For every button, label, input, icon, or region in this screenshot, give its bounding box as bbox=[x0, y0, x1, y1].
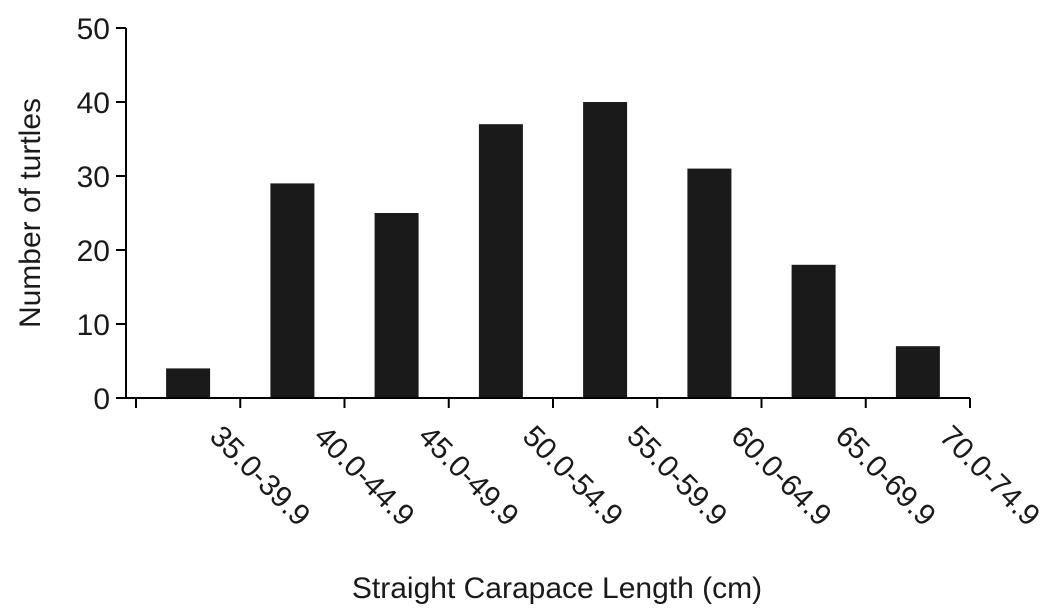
x-axis-title: Straight Carapace Length (cm) bbox=[352, 572, 762, 605]
x-tick-label: 70.0-74.9 bbox=[933, 420, 1046, 533]
bar-50.0-54.9 bbox=[478, 124, 523, 398]
bar-55.0-59.9 bbox=[583, 102, 628, 398]
y-tick-label: 30 bbox=[77, 161, 110, 194]
bar-45.0-49.9 bbox=[374, 213, 419, 398]
y-tick-label: 0 bbox=[93, 383, 110, 416]
y-axis: 0 10 20 30 40 50 bbox=[77, 13, 127, 416]
y-tick-label: 20 bbox=[77, 235, 110, 268]
y-tick-label: 50 bbox=[77, 13, 110, 46]
bar-70.0-74.9 bbox=[895, 346, 940, 398]
x-tick-label: 45.0-49.9 bbox=[412, 420, 525, 533]
bar-40.0-44.9 bbox=[270, 183, 315, 398]
x-tick-label: 60.0-64.9 bbox=[725, 420, 838, 533]
x-tick-label: 65.0-69.9 bbox=[829, 420, 942, 533]
bars-group bbox=[166, 102, 940, 398]
x-tick-label: 35.0-39.9 bbox=[203, 420, 316, 533]
y-tick-label: 40 bbox=[77, 87, 110, 120]
bar-65.0-69.9 bbox=[791, 264, 836, 398]
bar-60.0-64.9 bbox=[687, 168, 732, 398]
x-axis: 35.0-39.940.0-44.945.0-49.950.0-54.955.0… bbox=[126, 397, 1046, 533]
x-tick-label: 40.0-44.9 bbox=[308, 420, 421, 533]
bar-35.0-39.9 bbox=[166, 368, 211, 398]
x-tick-label: 50.0-54.9 bbox=[516, 420, 629, 533]
x-tick-label: 55.0-59.9 bbox=[620, 420, 733, 533]
y-axis-title: Number of turtles bbox=[14, 98, 47, 328]
y-tick-label: 10 bbox=[77, 309, 110, 342]
